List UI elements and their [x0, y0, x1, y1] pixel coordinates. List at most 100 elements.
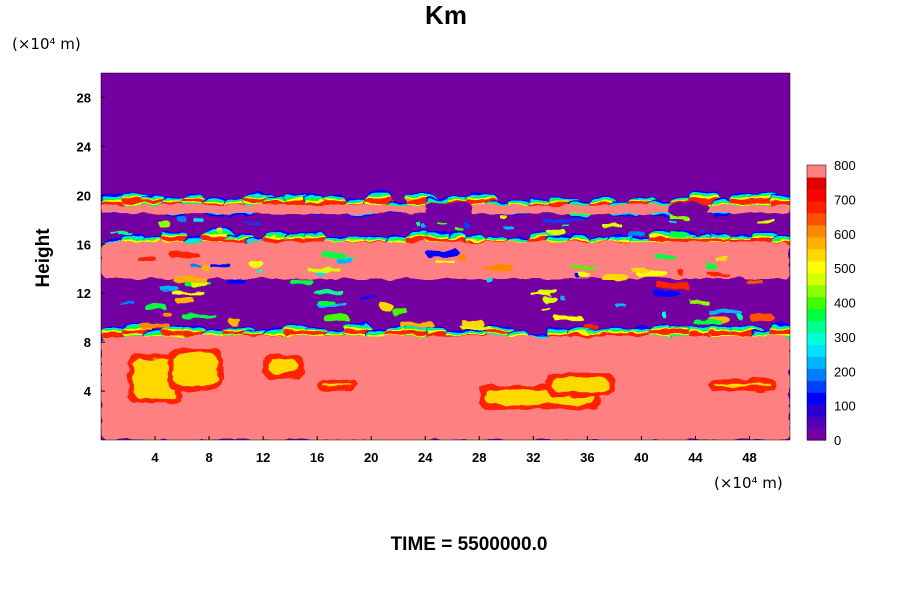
- heatmap-eddy: [158, 222, 171, 227]
- heatmap-eddy: [139, 323, 171, 329]
- heatmap-eddy: [543, 296, 558, 304]
- colorbar: 0 100 200 300 400 500 600 700 800: [806, 158, 856, 448]
- heatmap-eddy: [562, 220, 585, 222]
- heatmap-eddy: [485, 277, 493, 282]
- heatmap-eddy: [176, 216, 187, 222]
- heatmap-eddy: [749, 314, 775, 321]
- heatmap-eddy: [421, 224, 427, 229]
- heatmap-eddy: [118, 300, 134, 304]
- heatmap-eddy: [656, 281, 689, 289]
- y-tick-label: 4: [84, 384, 92, 399]
- heatmap-streak-core: [714, 383, 772, 387]
- heatmap-eddy: [705, 264, 717, 270]
- colorbar-tick-label: 400: [834, 296, 856, 311]
- colorbar-tick-label: 500: [834, 261, 856, 276]
- heatmap-eddy: [483, 265, 515, 271]
- colorbar-swatch: [807, 344, 826, 357]
- heatmap-fringe: [101, 332, 127, 337]
- colorbar-swatch: [807, 428, 826, 441]
- y-tick-label: 8: [84, 335, 91, 350]
- x-tick-label: 32: [526, 450, 540, 465]
- plot-area: [101, 73, 790, 440]
- colorbar-swatch: [807, 200, 826, 214]
- colorbar-swatch: [807, 176, 826, 190]
- heatmap-eddy: [174, 297, 195, 303]
- heatmap-eddy: [307, 267, 341, 272]
- heatmap-fringe: [323, 200, 346, 206]
- heatmap-eddy: [499, 214, 508, 219]
- heatmap-eddy: [336, 258, 353, 265]
- colorbar-tick-label: 300: [834, 330, 856, 345]
- heatmap-gap: [425, 202, 473, 217]
- y-tick-label: 12: [77, 286, 91, 301]
- heatmap-eddy: [542, 218, 565, 223]
- colorbar-swatch: [807, 224, 826, 238]
- heatmap-streak-core: [322, 383, 353, 387]
- heatmap-eddy: [541, 307, 552, 311]
- heatmap-eddy: [461, 326, 493, 330]
- heatmap-eddy: [463, 223, 470, 227]
- colorbar-swatch: [807, 236, 826, 250]
- y-tick-label: 20: [77, 188, 91, 203]
- heatmap-eddy: [400, 322, 435, 328]
- colorbar-frame: [806, 164, 827, 441]
- heatmap-fringe: [627, 332, 654, 337]
- heatmap-eddy: [143, 304, 167, 310]
- heatmap-eddy: [693, 319, 722, 325]
- heatmap-eddy: [181, 314, 217, 319]
- heatmap-streak-core: [133, 359, 177, 399]
- x-axis: 4 8 12 16 20 24 28 32 36 40 44 48: [151, 436, 757, 465]
- heatmap-eddy: [248, 259, 263, 267]
- colorbar-swatch: [807, 260, 826, 274]
- heatmap-eddy: [546, 229, 566, 234]
- x-tick-label: 48: [742, 450, 756, 465]
- heatmap-eddy: [553, 315, 583, 321]
- heatmap-eddy: [462, 235, 467, 238]
- heatmap-fringe: [161, 236, 189, 241]
- heatmap-streak-core: [552, 377, 609, 393]
- heatmap-eddy: [503, 225, 514, 229]
- heatmap-eddy: [571, 266, 597, 270]
- colorbar-swatch: [807, 165, 826, 178]
- heatmap-eddy: [633, 269, 650, 273]
- x-tick-label: 40: [634, 450, 648, 465]
- heatmap-fringe: [344, 328, 373, 334]
- heatmap-eddy: [669, 231, 686, 237]
- heatmap-eddy: [192, 216, 203, 222]
- heatmap-gap: [668, 202, 709, 217]
- colorbar-swatch: [807, 296, 826, 310]
- colorbar-swatch: [807, 320, 826, 333]
- colorbar-swatch: [807, 392, 826, 405]
- heatmap-eddy: [201, 264, 210, 271]
- heatmap-eddy: [601, 273, 628, 281]
- heatmap-eddy: [379, 302, 393, 310]
- heatmap-streak-core: [173, 353, 218, 387]
- heatmap-eddy: [169, 252, 200, 258]
- heatmap-eddy: [707, 309, 742, 315]
- heatmap-fringe: [384, 330, 411, 336]
- heatmap-fringe: [688, 238, 714, 242]
- heatmap-eddy: [391, 308, 409, 315]
- colorbar-tick-label: 0: [834, 433, 841, 448]
- colorbar-swatch: [807, 380, 826, 393]
- heatmap-eddy: [538, 289, 558, 294]
- heatmap-streak-core: [268, 359, 299, 374]
- heatmap-eddy: [256, 269, 263, 274]
- heatmap-eddy: [653, 291, 681, 297]
- y-unit-label: (×10⁴ m): [12, 35, 81, 53]
- y-tick-label: 16: [77, 237, 91, 252]
- x-tick-label: 4: [151, 450, 159, 465]
- heatmap-eddy: [321, 251, 345, 259]
- y-axis: 4 8 12 16 20 24 28: [77, 90, 105, 399]
- colorbar-swatch: [807, 188, 826, 202]
- heatmap-eddy: [323, 314, 349, 322]
- colorbar-tick-label: 700: [834, 192, 856, 207]
- heatmap-eddy: [578, 272, 590, 277]
- x-tick-label: 8: [205, 450, 212, 465]
- heatmap-fringe: [182, 330, 207, 336]
- heatmap-fringe: [486, 330, 514, 334]
- heatmap-fringe: [141, 199, 167, 203]
- heatmap-eddy: [289, 279, 313, 284]
- heatmap-eddy: [677, 268, 684, 276]
